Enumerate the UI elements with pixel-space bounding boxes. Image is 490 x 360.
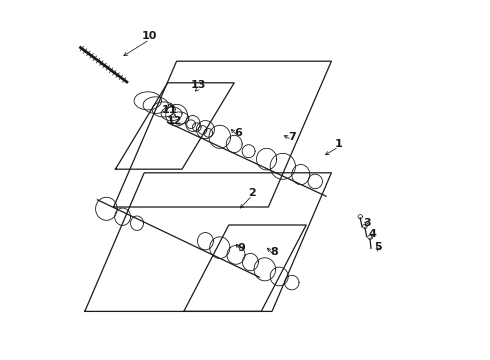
Text: 7: 7 bbox=[288, 132, 295, 142]
Text: 8: 8 bbox=[270, 247, 278, 257]
Text: 3: 3 bbox=[364, 218, 371, 228]
Text: 5: 5 bbox=[374, 242, 382, 252]
Text: 10: 10 bbox=[142, 31, 157, 41]
Text: 13: 13 bbox=[191, 80, 206, 90]
Text: 12: 12 bbox=[167, 116, 183, 126]
Text: 4: 4 bbox=[369, 229, 377, 239]
Text: 1: 1 bbox=[335, 139, 343, 149]
Text: 6: 6 bbox=[234, 128, 242, 138]
Text: 11: 11 bbox=[162, 105, 177, 115]
Text: 9: 9 bbox=[238, 243, 245, 253]
Text: 2: 2 bbox=[248, 188, 256, 198]
